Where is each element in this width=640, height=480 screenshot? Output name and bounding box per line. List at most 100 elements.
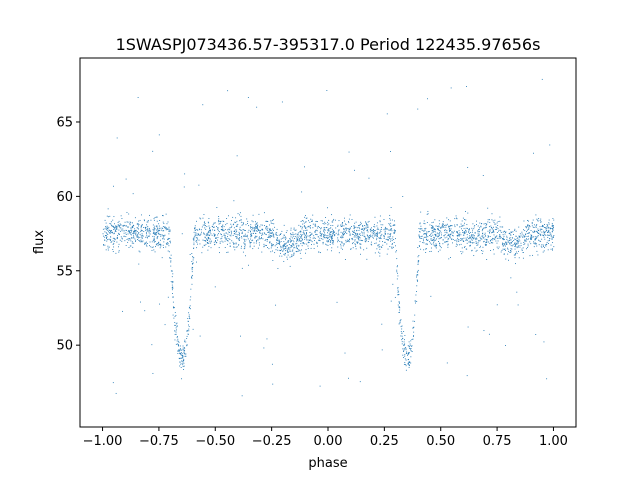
data-point	[172, 293, 173, 294]
data-point	[515, 253, 516, 255]
data-point	[516, 252, 518, 254]
data-point	[379, 248, 381, 250]
data-point	[390, 222, 392, 224]
data-point	[122, 228, 124, 230]
data-point	[147, 225, 149, 227]
data-point	[279, 250, 281, 252]
data-point	[168, 228, 170, 230]
data-point	[365, 221, 367, 223]
data-point	[534, 231, 536, 233]
data-point	[177, 340, 179, 342]
data-point	[497, 225, 499, 226]
data-point	[188, 316, 190, 317]
data-point	[196, 238, 198, 240]
data-point	[191, 271, 193, 273]
data-point	[505, 231, 507, 233]
data-point	[234, 230, 236, 232]
data-point	[182, 345, 184, 347]
data-point	[435, 245, 437, 246]
data-point	[516, 291, 518, 293]
data-point	[509, 239, 511, 241]
data-point	[288, 246, 290, 248]
data-point	[504, 248, 506, 250]
data-point	[245, 235, 247, 237]
data-point	[238, 238, 240, 240]
data-point	[527, 243, 529, 245]
data-point	[353, 231, 355, 233]
data-point	[210, 247, 212, 249]
data-point	[520, 242, 522, 244]
data-point	[148, 235, 150, 237]
data-point	[516, 247, 518, 249]
data-point	[335, 227, 337, 229]
data-point	[332, 240, 334, 242]
data-point	[535, 243, 537, 245]
data-point	[471, 227, 473, 229]
data-point	[113, 240, 115, 242]
data-point	[349, 231, 351, 233]
data-point	[379, 215, 381, 217]
data-point	[542, 251, 544, 253]
data-point	[535, 238, 537, 240]
data-point	[327, 232, 328, 234]
data-point	[547, 230, 549, 232]
data-point	[440, 230, 442, 232]
data-point	[349, 228, 351, 230]
data-point	[153, 219, 155, 221]
data-point	[494, 219, 496, 221]
data-point	[390, 225, 391, 227]
data-point	[507, 248, 509, 250]
data-point	[327, 229, 329, 231]
data-point	[281, 101, 283, 103]
data-point	[496, 246, 498, 248]
data-point	[268, 230, 270, 232]
data-point	[462, 231, 464, 233]
data-point	[432, 243, 434, 245]
data-point	[140, 235, 142, 237]
data-point	[114, 223, 115, 225]
data-point	[298, 245, 300, 247]
data-point	[327, 207, 328, 209]
data-point	[317, 225, 319, 227]
data-point	[220, 220, 222, 222]
data-point	[384, 227, 386, 229]
data-point	[398, 306, 400, 307]
data-point	[476, 244, 478, 246]
data-point	[186, 345, 188, 347]
data-point	[317, 242, 318, 244]
data-point	[449, 229, 450, 231]
data-point	[194, 235, 196, 236]
data-point	[533, 246, 535, 248]
data-point	[457, 244, 458, 246]
data-point	[324, 229, 326, 231]
data-point	[467, 326, 469, 328]
data-point	[418, 245, 420, 246]
data-point	[121, 240, 123, 242]
data-point	[189, 318, 191, 320]
data-point	[249, 246, 251, 248]
data-point	[196, 220, 197, 222]
data-point	[326, 237, 327, 239]
data-point	[256, 227, 258, 229]
data-point	[356, 241, 358, 243]
data-point	[196, 237, 198, 239]
data-point	[420, 225, 422, 227]
data-point	[345, 229, 347, 231]
data-point	[449, 257, 451, 258]
data-point	[453, 230, 455, 232]
data-point	[296, 239, 298, 241]
data-point	[128, 238, 130, 239]
data-point	[485, 235, 487, 237]
data-point	[235, 236, 237, 238]
data-point	[474, 232, 476, 234]
data-point	[235, 225, 237, 227]
data-point	[455, 215, 457, 217]
data-point	[329, 235, 331, 237]
data-point	[433, 240, 435, 242]
data-point	[485, 244, 487, 246]
data-point	[473, 228, 475, 230]
data-point	[429, 241, 430, 243]
data-point	[183, 359, 185, 361]
data-point	[295, 243, 297, 245]
data-point	[440, 232, 442, 234]
